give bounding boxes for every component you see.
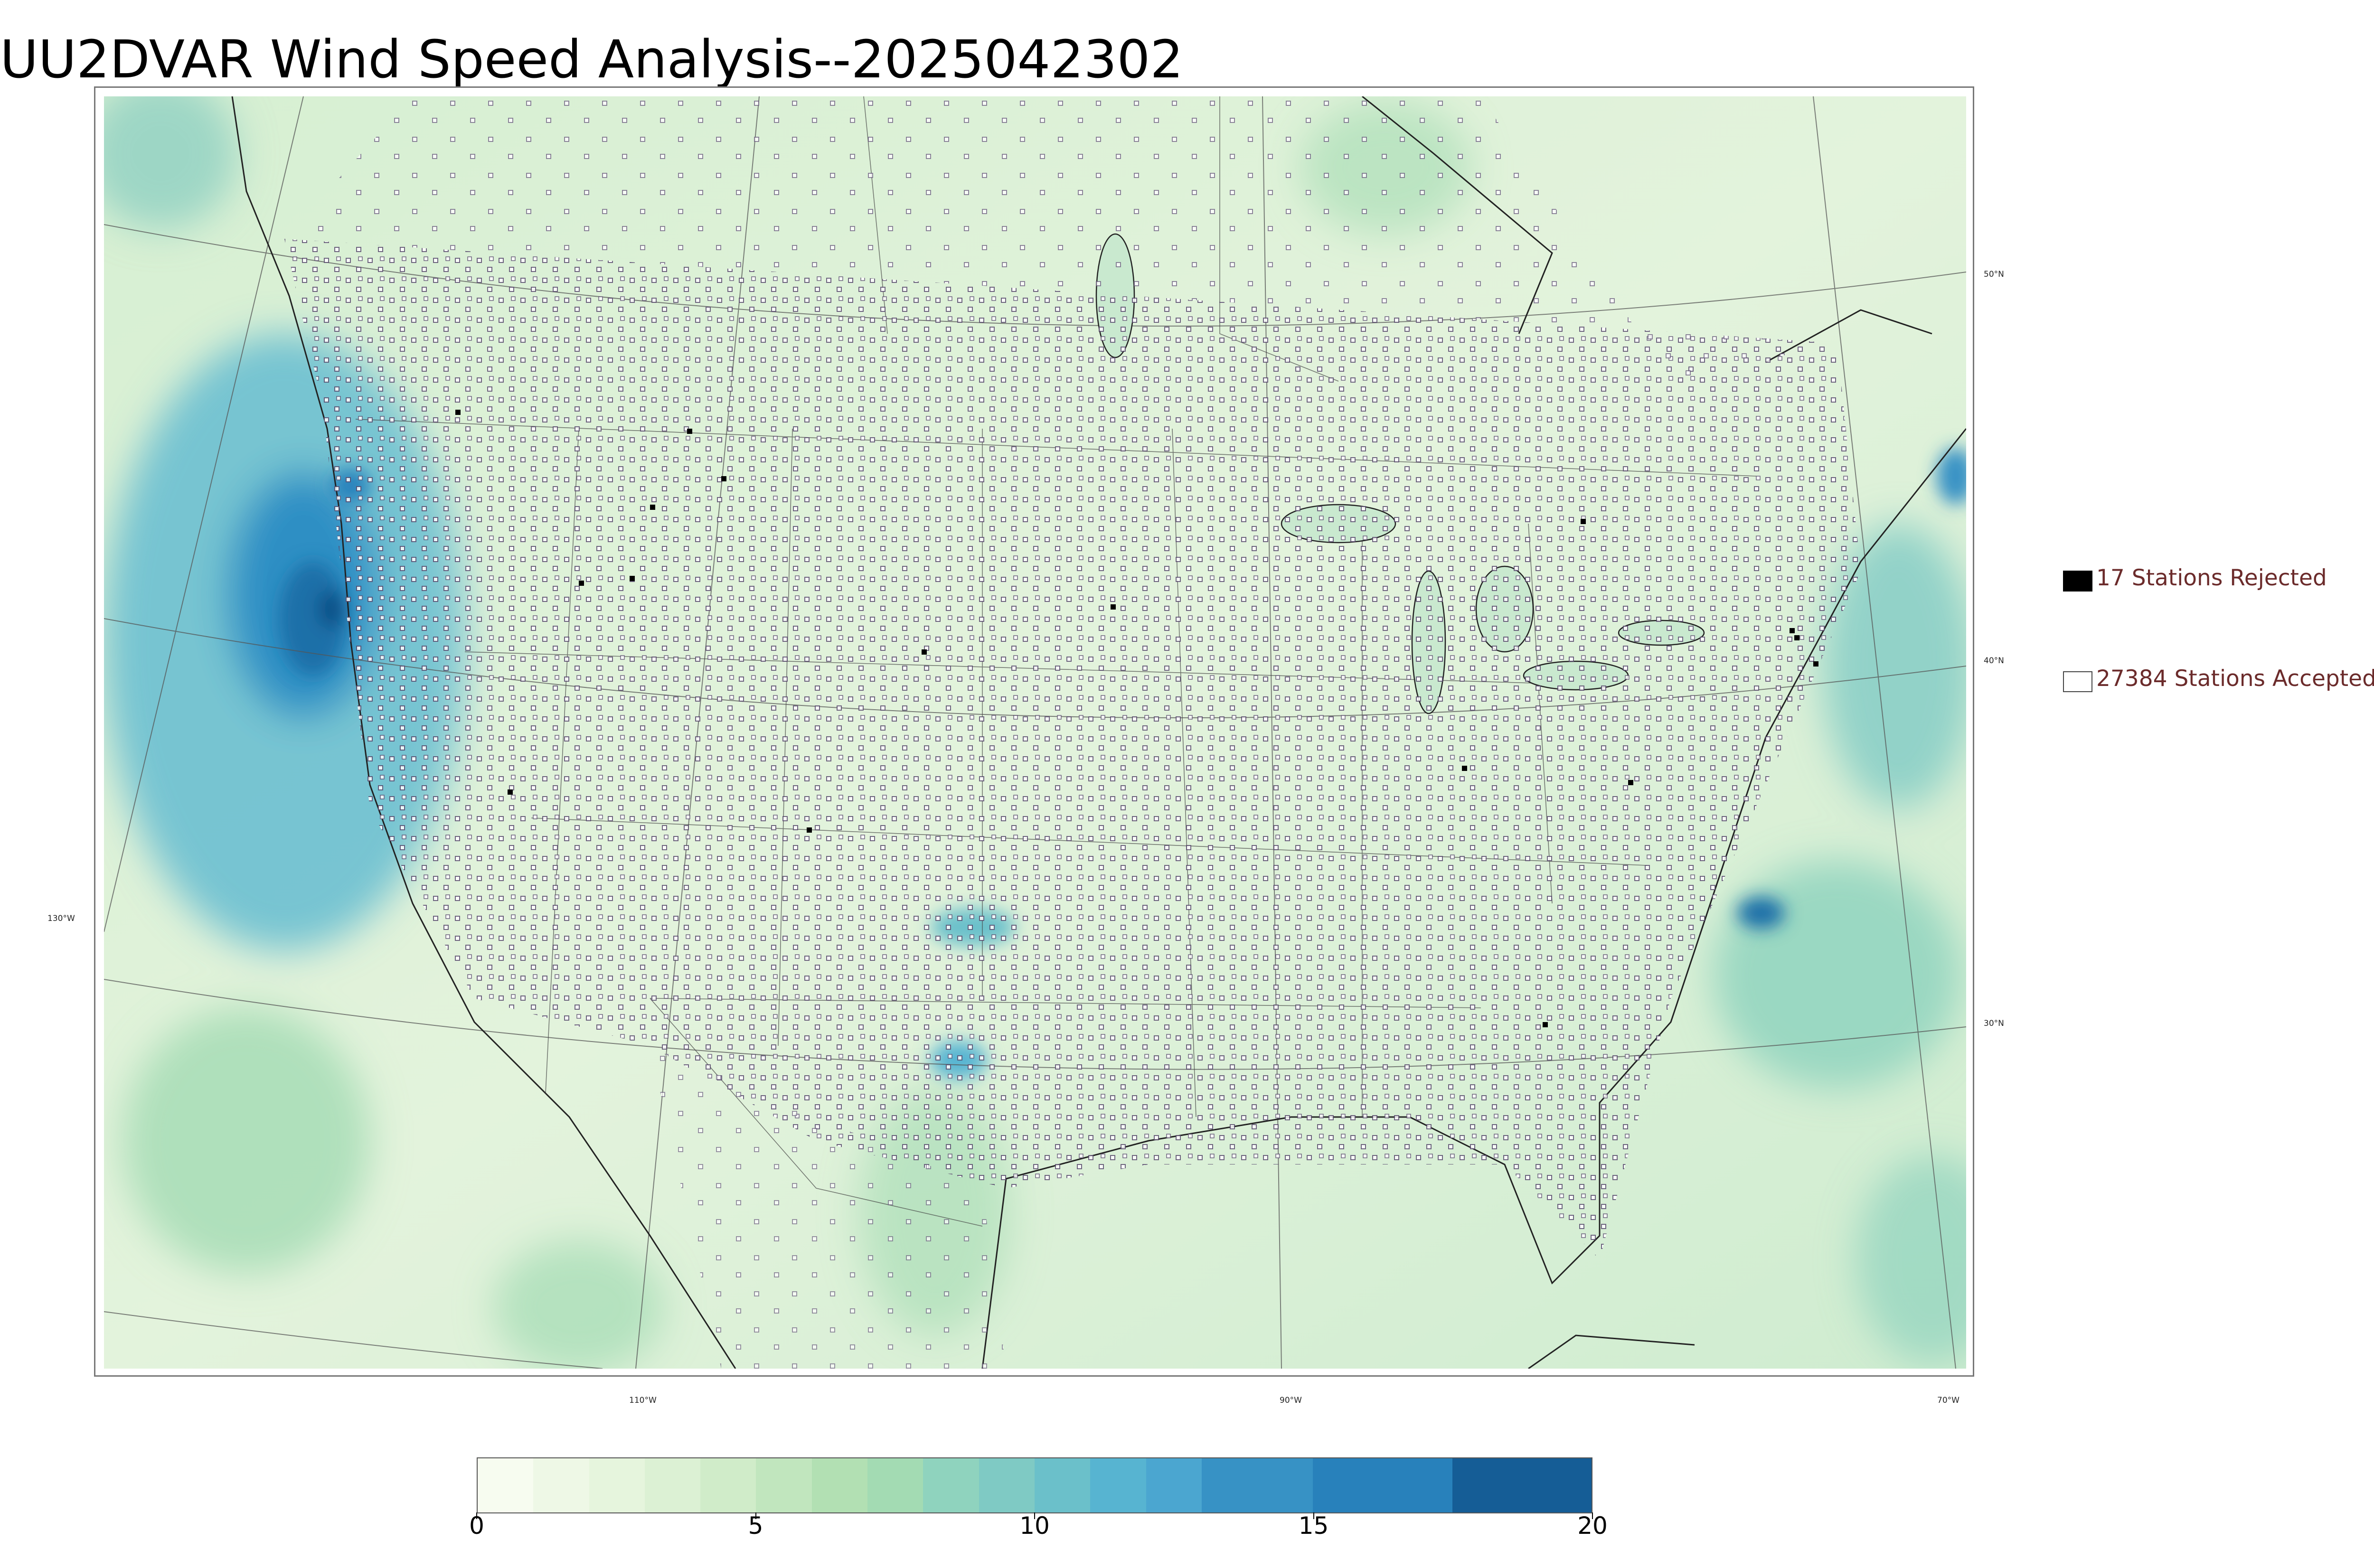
colorbar-segment: [1201, 1458, 1313, 1512]
lon-label-110w: 110°W: [629, 1396, 657, 1405]
colorbar-segment: [1313, 1458, 1452, 1512]
colorbar-segment: [1034, 1458, 1091, 1512]
colorbar-segment: [1146, 1458, 1202, 1512]
colorbar-tick: [1592, 1512, 1593, 1519]
colorbar-segment: [589, 1458, 645, 1512]
colorbar-tick-label: 20: [1577, 1512, 1608, 1540]
colorbar-segment: [811, 1458, 868, 1512]
colorbar-segment: [756, 1458, 812, 1512]
colorbar-segment: [644, 1458, 701, 1512]
colorbar-segment: [478, 1458, 534, 1512]
colorbar-tick-label: 10: [1019, 1512, 1050, 1540]
colorbar-segment: [1090, 1458, 1146, 1512]
lat-label-40n: 40°N: [1984, 656, 2004, 666]
accepted-stations: [284, 96, 1861, 1369]
rejected-label: 17 Stations Rejected: [2096, 565, 2327, 591]
colorbar-tick: [1313, 1512, 1314, 1519]
lat-label-30n: 30°N: [1984, 1019, 2004, 1028]
lon-label-90w: 90°W: [1280, 1396, 1302, 1405]
lon-label-70w: 70°W: [1937, 1396, 1959, 1405]
lon-label-130w: 130°W: [47, 914, 75, 923]
colorbar-segment: [979, 1458, 1035, 1512]
colorbar-segment: [1452, 1458, 1592, 1512]
colorbar-tick: [476, 1512, 477, 1519]
rejected-swatch: [2063, 571, 2092, 592]
colorbar: [477, 1457, 1592, 1513]
colorbar-tick-label: 15: [1298, 1512, 1329, 1540]
colorbar-tick-label: 5: [748, 1512, 763, 1540]
lat-label-50n: 50°N: [1984, 270, 2004, 279]
chart-title: UU2DVAR Wind Speed Analysis--2025042302: [0, 29, 1184, 90]
colorbar-segment: [533, 1458, 589, 1512]
wind-speed-map: [104, 96, 1966, 1369]
accepted-swatch: [2063, 671, 2092, 692]
colorbar-segment: [700, 1458, 756, 1512]
map-frame: [94, 86, 1974, 1377]
accepted-label: 27384 Stations Accepted: [2096, 666, 2374, 692]
colorbar-tick-label: 0: [469, 1512, 484, 1540]
colorbar-tick: [1034, 1512, 1035, 1519]
colorbar-segment: [923, 1458, 979, 1512]
colorbar-tick: [755, 1512, 756, 1519]
colorbar-segment: [867, 1458, 923, 1512]
rejected-stations: [455, 410, 1818, 1027]
